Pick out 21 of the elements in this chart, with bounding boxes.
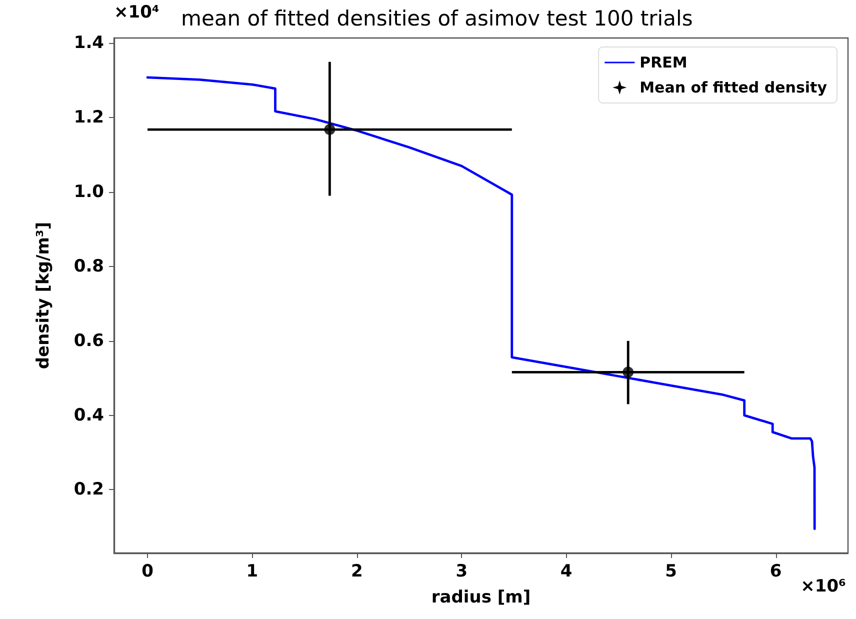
y-tick-label: 0.4: [74, 405, 104, 426]
x-tick-label: 1: [246, 562, 258, 582]
chart-title: mean of fitted densities of asimov test 100 trials: [181, 6, 693, 30]
x-tick-label: 6: [770, 562, 782, 582]
y-tick-label: 1.4: [74, 33, 104, 54]
x-axis-title: radius [m]: [431, 588, 531, 608]
y-tick-label: 1.2: [74, 108, 104, 128]
y-tick-label: 0.2: [74, 480, 104, 500]
x-tick-label: 4: [560, 562, 572, 582]
x-tick-label: 0: [142, 562, 154, 582]
x-tick-label: 3: [456, 562, 468, 582]
x-tick-label: 2: [351, 562, 363, 582]
x-tick-label: 5: [665, 562, 677, 582]
legend-label: PREM: [640, 54, 688, 72]
y-tick-label: 1.0: [74, 182, 104, 202]
text: ×10⁶: [800, 576, 846, 596]
legend-label: Mean of fitted density: [640, 78, 828, 96]
y-tick-label: 0.6: [74, 330, 104, 351]
text: ×10⁴: [114, 2, 160, 22]
y-tick-label: 0.8: [74, 256, 104, 276]
y-axis-title: density [kg/m³]: [34, 222, 54, 370]
